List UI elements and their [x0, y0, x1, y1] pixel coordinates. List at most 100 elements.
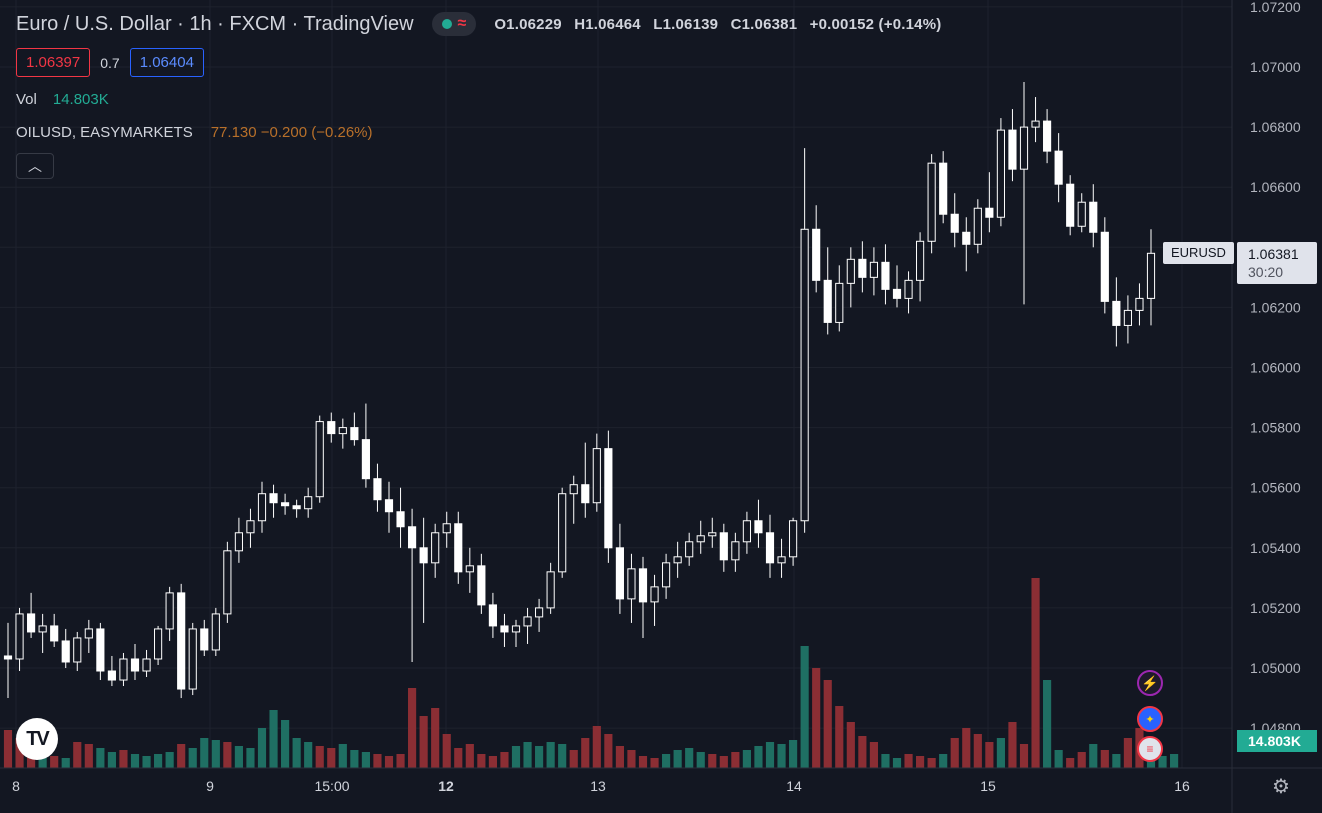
volume-bar	[96, 748, 105, 768]
candle	[973, 199, 982, 254]
candle	[892, 265, 902, 308]
volume-bar	[1008, 722, 1017, 768]
candle	[523, 607, 532, 644]
volume-legend[interactable]: Vol 14.803K	[16, 91, 109, 108]
last-price-value: 1.06381	[1248, 246, 1299, 262]
candle	[338, 418, 347, 449]
candle	[477, 553, 486, 614]
candle	[1008, 109, 1017, 182]
volume-bar	[1054, 750, 1063, 768]
candle	[234, 517, 243, 563]
volume-bar	[361, 752, 370, 768]
candle	[396, 487, 405, 548]
candle	[165, 586, 174, 641]
symbol-title[interactable]: Euro / U.S. Dollar · 1h · FXCM · Trading…	[16, 12, 414, 35]
volume-bar	[892, 758, 902, 768]
sell-price-button[interactable]: 1.06397	[16, 48, 91, 77]
candle	[142, 649, 151, 678]
volume-bar	[223, 742, 232, 768]
y-tick-label: 1.05600	[1250, 480, 1301, 496]
volume-bar	[800, 646, 809, 768]
volume-bar	[154, 754, 163, 768]
volume-bar	[177, 744, 186, 768]
candle	[650, 574, 659, 626]
volume-bar	[662, 754, 671, 768]
last-price-tag: 1.06381 30:20	[1237, 242, 1317, 284]
candle	[107, 655, 116, 687]
change-value: +0.00152 (+0.14%)	[809, 15, 942, 33]
volume-bar	[962, 728, 971, 768]
candle	[939, 151, 948, 224]
candle	[361, 403, 370, 488]
candle	[292, 499, 301, 518]
candle	[719, 523, 728, 572]
volume-bar	[927, 758, 936, 768]
candle	[511, 619, 521, 647]
gear-icon[interactable]: ⚙	[1272, 776, 1290, 798]
candle	[304, 487, 313, 518]
y-tick-label: 1.06800	[1250, 119, 1301, 135]
volume-bar	[500, 752, 509, 768]
volume-axis-tag: 14.803K	[1237, 730, 1317, 752]
volume-bar	[950, 738, 959, 768]
candle	[246, 508, 255, 548]
buy-price-button[interactable]: 1.06404	[129, 48, 204, 77]
volume-bar	[396, 754, 405, 768]
tradingview-logo[interactable]: TV	[16, 718, 58, 760]
us-flag-icon[interactable]: ≡	[1137, 736, 1163, 762]
candle	[408, 508, 417, 662]
y-tick-label: 1.07200	[1250, 0, 1301, 15]
candle	[61, 628, 70, 668]
volume-bar	[454, 748, 463, 768]
candle	[73, 631, 82, 672]
volume-bar	[130, 754, 140, 768]
flash-icon[interactable]: ⚡	[1137, 670, 1163, 696]
eu-flag-icon[interactable]: ✦	[1137, 706, 1163, 732]
volume-bar	[107, 752, 116, 768]
volume-bar	[592, 726, 601, 768]
candle	[800, 148, 809, 533]
volume-bar	[1170, 754, 1179, 768]
x-tick-label: 13	[590, 778, 606, 794]
overlay-value: 77.130 −0.200 (−0.26%)	[210, 124, 373, 141]
candle	[927, 154, 936, 254]
candle	[731, 532, 740, 572]
close-value: C1.06381	[730, 15, 798, 33]
volume-bar	[1123, 738, 1132, 768]
collapse-legend-button[interactable]: ︿	[16, 153, 54, 179]
volume-bar	[373, 754, 382, 768]
y-tick-label: 1.06000	[1250, 360, 1301, 376]
volume-bar	[1043, 680, 1052, 768]
candle	[154, 625, 163, 665]
volume-bar	[338, 744, 347, 768]
overlay-legend[interactable]: OILUSD, EASYMARKETS 77.130 −0.200 (−0.26…	[16, 124, 373, 141]
candle	[535, 598, 544, 632]
volume-bar	[1089, 744, 1098, 768]
candle	[281, 493, 290, 515]
candle	[765, 514, 775, 578]
candle	[592, 433, 601, 512]
volume-bar	[200, 738, 209, 768]
volume-bar	[408, 688, 417, 768]
candle	[685, 532, 694, 566]
volume-bar	[973, 734, 982, 768]
price-axis[interactable]: 1.072001.070001.068001.066001.064001.062…	[1250, 0, 1301, 736]
open-value: O1.06229	[494, 15, 562, 33]
candle	[223, 541, 232, 623]
volume-bar	[696, 752, 705, 768]
candle	[823, 247, 832, 335]
volume-bar	[754, 746, 763, 768]
candle	[754, 499, 763, 548]
candle	[269, 484, 278, 518]
volume-bar	[523, 742, 532, 768]
candle	[904, 271, 913, 314]
status-indicators[interactable]: ≈	[431, 12, 477, 36]
volume-bar	[419, 716, 428, 768]
candle	[916, 232, 925, 302]
candle	[789, 517, 798, 566]
candle	[315, 415, 324, 503]
candle	[1054, 133, 1063, 203]
volume-bar	[84, 744, 93, 768]
spread-value: 0.7	[100, 54, 120, 71]
